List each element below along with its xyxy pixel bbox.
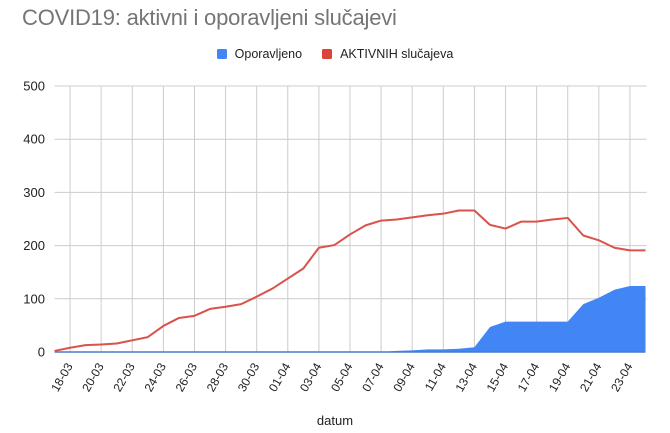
x-tick-label: 28-03 (204, 360, 232, 394)
active-cases-line (54, 209, 646, 352)
active-swatch-icon (322, 49, 333, 59)
x-tick-label: 05-04 (328, 360, 356, 394)
x-tick-label: 15-04 (484, 360, 512, 394)
y-tick-label: 200 (23, 238, 45, 253)
y-tick-label: 400 (23, 132, 45, 147)
x-tick-label: 20-03 (79, 360, 107, 394)
legend-item-recovered[interactable]: Oporavljeno (216, 47, 303, 61)
x-axis-title: datum (316, 413, 354, 428)
recovered-area (54, 286, 646, 352)
legend-label-active: AKTIVNIH slučajeva (340, 47, 454, 61)
x-tick-label: 17-04 (515, 360, 543, 394)
x-tick-label: 18-03 (48, 360, 76, 394)
legend-label-recovered: Oporavljeno (234, 47, 303, 61)
x-tick-label: 11-04 (422, 360, 449, 393)
x-tick-label: 03-04 (297, 360, 325, 394)
x-tick-label: 19-04 (546, 360, 574, 394)
recovered-swatch-icon (216, 49, 227, 59)
x-tick-label: 21-04 (577, 360, 605, 394)
x-tick-label: 07-04 (359, 360, 387, 394)
chart-legend: Oporavljeno AKTIVNIH slučajeva (0, 47, 670, 61)
x-tick-label: 22-03 (110, 360, 138, 394)
y-tick-label: 0 (38, 345, 45, 360)
y-tick-label: 100 (23, 291, 45, 306)
y-tick-label: 300 (23, 185, 45, 200)
chart-title: COVID19: aktivni i oporavljeni slučajevi (22, 5, 397, 30)
x-tick-label: 24-03 (141, 360, 169, 394)
x-tick-label: 09-04 (390, 360, 418, 394)
legend-item-active[interactable]: AKTIVNIH slučajeva (322, 47, 453, 61)
x-tick-label: 30-03 (235, 360, 263, 394)
x-tick-label: 23-04 (608, 360, 636, 394)
x-tick-label: 13-04 (453, 360, 481, 394)
x-tick-label: 26-03 (173, 360, 201, 394)
x-tick-label: 01-04 (266, 360, 294, 394)
y-tick-label: 500 (23, 79, 45, 94)
